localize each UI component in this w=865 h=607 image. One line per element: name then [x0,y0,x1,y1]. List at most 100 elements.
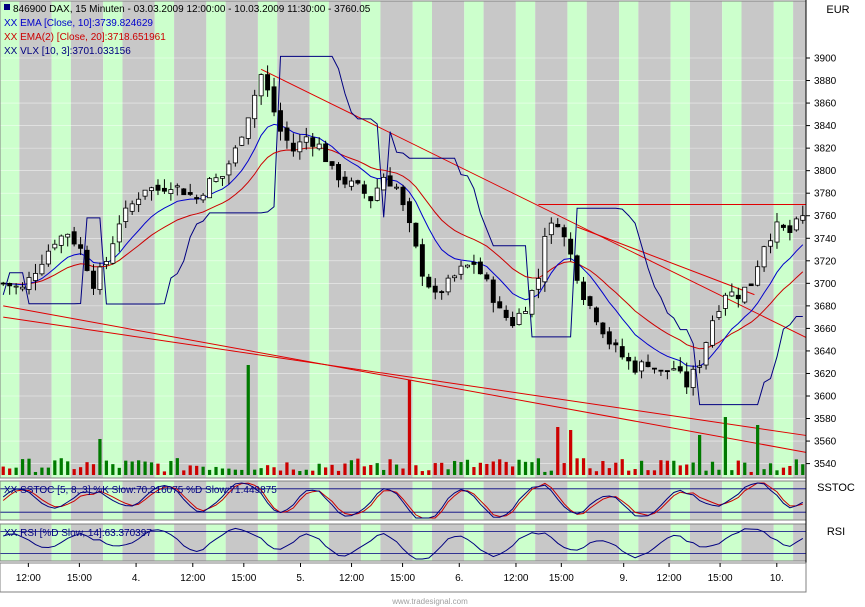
time-tick-label: 12:00 [657,573,682,584]
session-zone [638,524,671,561]
candle-body [722,294,728,309]
volume-bar [233,469,237,475]
candle-body [664,370,670,372]
candle-body [465,264,470,268]
volume-bar [704,470,708,475]
candle-body [368,196,374,202]
volume-bar [27,458,31,475]
candle-body [413,222,419,247]
session-zone [225,1,258,478]
candle-body [194,197,200,200]
candle-body [329,161,335,166]
candle-body [568,238,574,255]
candle-body [748,283,754,287]
session-zone [122,1,155,478]
session-zone [361,524,381,561]
candle-body [761,246,767,268]
candle-body [755,266,761,286]
candle-body [793,218,799,231]
session-zone [432,524,465,561]
volume-bar [175,458,179,475]
volume-bar [104,460,109,475]
candle-body [445,277,451,293]
candle-body [136,198,142,205]
candle-body [697,365,703,368]
volume-bar [182,470,186,475]
volume-bar [478,462,482,475]
session-zone [206,481,226,520]
candle-body [91,270,96,289]
session-zone [722,524,742,561]
volume-bar [349,460,354,475]
session-zone [206,524,226,561]
candle-body [419,244,425,277]
session-zone [689,481,723,520]
candle-body [168,189,174,194]
volume-bar [472,467,476,475]
session-zone [174,481,207,520]
volume-bar [124,460,128,475]
candle-body [252,94,258,120]
price-tick-label: 3560 [814,437,837,448]
session-zone [257,1,278,478]
candle-body [200,194,206,201]
volume-bar [440,462,444,475]
volume-bar [285,462,289,475]
session-zone [619,1,639,478]
watermark: www.tradesignal.com [391,597,468,606]
time-tick-label: 10. [770,573,784,584]
volume-bar [794,459,798,475]
candle-body [284,127,290,141]
session-zone [380,481,413,520]
volume-bar [511,466,515,475]
session-zone [464,481,484,520]
volume-bar [220,468,225,475]
volume-bar [201,466,205,475]
candle-body [742,286,748,303]
volume-bar [659,460,663,475]
volume-bar [169,460,173,475]
price-tick-label: 3540 [814,459,837,470]
volume-bar [98,439,102,475]
session-zone [70,524,104,561]
volume-bar [369,464,373,475]
candle-body [84,249,90,271]
candle-body [65,233,71,238]
volume-bar [762,469,766,475]
candle-body [768,240,773,247]
candle-body [613,342,619,346]
time-tick-label: 12:00 [180,573,205,584]
candle-body [7,282,13,287]
volume-bar [304,469,308,475]
time-tick-label: 4. [132,573,140,584]
volume-bar [291,469,295,475]
session-zone [515,524,536,561]
candle-body [310,137,316,147]
session-zone [483,524,516,561]
candle-body [780,224,786,228]
candle-body [477,261,483,275]
candle-body [348,180,354,187]
candle-body [103,261,109,266]
candle-body [161,187,167,192]
volume-bar [678,465,682,475]
volume-bar [117,467,121,475]
session-zone [122,481,155,520]
time-tick-label: 12:00 [339,573,364,584]
price-tick-label: 3620 [814,369,837,380]
candle-body [645,361,651,368]
session-zone [586,1,620,478]
volume-bar [111,464,115,475]
session-zone [741,524,774,561]
candle-body [400,186,406,206]
session-zone [670,1,690,478]
session-zone [70,481,104,520]
candle-body [342,176,348,185]
candle-body [516,312,522,325]
candle-body [535,278,541,290]
session-zone [586,481,620,520]
candle-body [187,192,193,195]
volume-bar [20,459,25,475]
candle-body [800,215,806,221]
volume-bar [278,470,283,475]
